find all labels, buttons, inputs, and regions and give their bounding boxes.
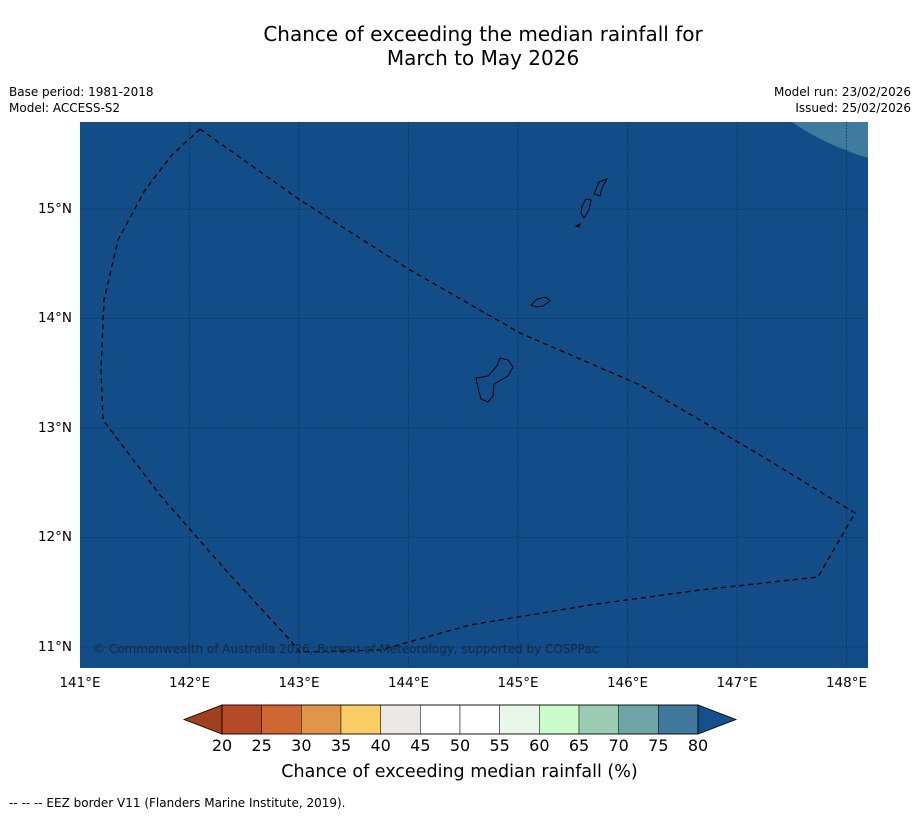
lon-label-143: 143°E (278, 675, 320, 691)
colorbar-segment (499, 704, 540, 735)
lat-label-14: 14°N (37, 310, 72, 326)
lat-label-12: 12°N (37, 529, 72, 545)
lighter-rainfall-patch (792, 122, 868, 158)
colorbar-segment (578, 704, 619, 735)
island-north-small (593, 178, 609, 197)
meta-right: Model run: 23/02/2026 Issued: 25/02/2026 (774, 84, 911, 116)
meta-left: Base period: 1981-2018 Model: ACCESS-S2 (9, 84, 154, 116)
lon-label-147: 147°E (716, 675, 758, 691)
colorbar (182, 704, 738, 735)
lon-label-142: 142°E (168, 675, 211, 691)
colorbar-over-arrow (697, 704, 738, 735)
island-saipan (580, 198, 592, 219)
colorbar-segment (301, 704, 342, 735)
colorbar-label: Chance of exceeding median rainfall (%) (281, 762, 638, 782)
eez-footnote: -- -- -- EEZ border V11 (Flanders Marine… (9, 796, 346, 810)
colorbar-segment (539, 704, 580, 735)
title-line-1: Chance of exceeding the median rainfall … (263, 22, 703, 46)
colorbar-segment (380, 704, 421, 735)
lat-label-11: 11°N (37, 639, 72, 655)
base-period: Base period: 1981-2018 (9, 85, 154, 99)
lat-label-15: 15°N (37, 201, 72, 217)
lon-label-145: 145°E (497, 675, 539, 691)
islands (475, 178, 609, 403)
colorbar-segment (618, 704, 659, 735)
colorbar-tick-label: 20 (211, 736, 233, 755)
colorbar-segment (221, 704, 262, 735)
model-run: Model run: 23/02/2026 (773, 85, 911, 99)
copyright-notice: © Commonwealth of Australia 2026, Bureau… (93, 642, 599, 656)
chart-title: Chance of exceeding the median rainfall … (0, 22, 919, 70)
colorbar-tick-label: 70 (608, 736, 629, 755)
colorbar-tick-label: 25 (251, 736, 272, 755)
colorbar-tick-label: 80 (687, 736, 709, 755)
issued-date: Issued: 25/02/2026 (795, 101, 911, 115)
island-tinian (574, 223, 581, 228)
island-rota (530, 296, 551, 308)
lon-label-146: 146°E (606, 675, 649, 691)
eez-border (100, 128, 856, 653)
model-name: Model: ACCESS-S2 (9, 101, 121, 115)
colorbar-tick-label: 35 (330, 736, 352, 755)
gridlines (80, 122, 868, 668)
colorbar-tick-label: 40 (370, 736, 391, 755)
ocean-fill (80, 122, 868, 668)
colorbar-tick-label: 75 (648, 736, 669, 755)
colorbar-segments (221, 704, 699, 735)
colorbar-outline (221, 704, 699, 735)
colorbar-segment (658, 704, 699, 735)
colorbar-tick-label: 60 (529, 736, 550, 755)
colorbar-segment (261, 704, 302, 735)
colorbar-tick-label: 50 (449, 736, 471, 755)
lon-label-144: 144°E (387, 675, 430, 691)
colorbar-tick-label: 30 (291, 736, 312, 755)
lon-label-148: 148°E (825, 675, 868, 691)
colorbar-tick-label: 65 (568, 736, 590, 755)
colorbar-segment (420, 704, 461, 735)
colorbar-tick-label: 45 (410, 736, 431, 755)
lon-label-141: 141°E (59, 675, 101, 691)
colorbar-under-arrow (182, 704, 223, 735)
colorbar-tick-label: 55 (489, 736, 510, 755)
island-guam (475, 357, 514, 403)
colorbar-segment (340, 704, 381, 735)
lat-label-13: 13°N (37, 420, 72, 436)
title-line-2: March to May 2026 (386, 46, 580, 70)
colorbar-segment (459, 704, 500, 735)
